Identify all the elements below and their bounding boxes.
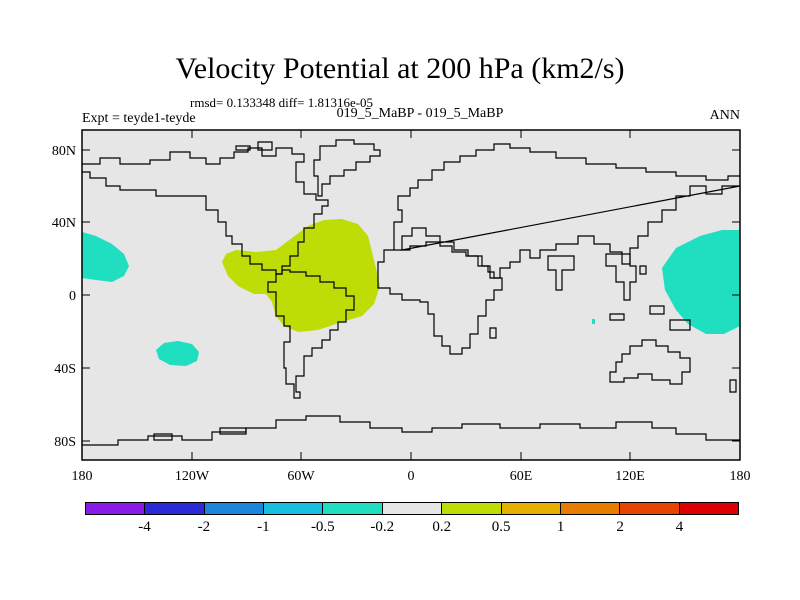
colorbar-swatch-10 <box>679 503 738 514</box>
coastline-indonesia <box>609 305 691 331</box>
colorbar-swatch-0 <box>86 503 146 514</box>
negative-anomaly-speck <box>592 319 595 324</box>
lat-label-80s: 80S <box>54 435 76 450</box>
colorbar-label-5: 0.2 <box>432 519 452 535</box>
case-subtitle: 019_5_MaBP - 019_5_MaBP <box>336 106 504 121</box>
colorbar-label-4: -0.2 <box>370 519 395 535</box>
negative-anomaly-south-pacific <box>156 341 199 366</box>
colorbar-label-6: 0.5 <box>491 519 511 535</box>
colorbar-swatch-5 <box>382 503 443 514</box>
colorbar-swatch-6 <box>442 503 502 514</box>
coastline-antarctica <box>82 415 740 446</box>
colorbar-label-8: 2 <box>616 519 624 535</box>
lon-label-0: 0 <box>408 469 415 484</box>
experiment-label: Expt = teyde1-teyde <box>82 111 196 126</box>
coastline-africa <box>377 241 503 355</box>
colorbar-swatch-3 <box>264 503 324 514</box>
lat-ticks <box>82 149 740 442</box>
negative-anomaly-pacific-west <box>82 232 129 282</box>
coastline-antarctic-shelf <box>153 427 247 441</box>
season-label: ANN <box>709 108 740 123</box>
stats-text: rmsd= 0.133348 diff= 1.81316e-05 <box>190 95 374 110</box>
map-background <box>82 130 740 460</box>
coastline-madagascar <box>489 327 497 339</box>
coastline-arctic-islands <box>235 141 273 151</box>
lat-label-80n: 80N <box>52 144 76 159</box>
coastline-se-asia <box>605 253 647 301</box>
lat-label-40n: 40N <box>52 216 76 231</box>
plot-title: Velocity Potential at 200 hPa (km2/s) <box>175 52 625 85</box>
colorbar-label-0: -4 <box>138 519 151 535</box>
coastline-south-america <box>267 269 355 399</box>
coastline-new-zealand <box>729 379 737 393</box>
coastline-australia <box>609 339 691 385</box>
lon-label-120e: 120E <box>615 469 645 484</box>
colorbar-label-9: 4 <box>675 519 684 535</box>
colorbar <box>85 502 739 515</box>
colorbar-swatch-4 <box>323 503 383 514</box>
colorbar-swatch-2 <box>204 503 265 514</box>
coastline-north-america <box>82 147 329 275</box>
colorbar-swatch-9 <box>620 503 680 514</box>
coastline-east-asia <box>401 185 741 279</box>
colorbar-label-2: -1 <box>257 519 270 535</box>
colorbar-swatch-8 <box>560 503 621 514</box>
colorbar-swatch-7 <box>501 503 561 514</box>
coastline-eurasia <box>393 143 740 250</box>
colorbar-label-7: 1 <box>556 519 565 535</box>
colorbar-label-1: -2 <box>197 519 211 535</box>
colorbar-swatch-1 <box>145 503 205 514</box>
positive-anomaly-americas <box>222 219 380 332</box>
negative-anomaly-pacific-east <box>662 230 740 334</box>
coastline-india <box>547 255 575 291</box>
lon-label-180w: 180 <box>72 469 93 484</box>
lat-label-0: 0 <box>69 289 76 304</box>
lat-label-40s: 40S <box>54 362 76 377</box>
anomaly-fill-layer <box>82 219 740 366</box>
lon-label-60w: 60W <box>287 469 315 484</box>
coastline-layer <box>82 139 741 446</box>
colorbar-label-3: -0.5 <box>310 519 335 535</box>
lon-label-120w: 120W <box>175 469 210 484</box>
coastline-greenland <box>313 139 381 197</box>
lon-label-60e: 60E <box>510 469 533 484</box>
lon-label-180e: 180 <box>730 469 751 484</box>
lon-ticks <box>81 130 631 460</box>
